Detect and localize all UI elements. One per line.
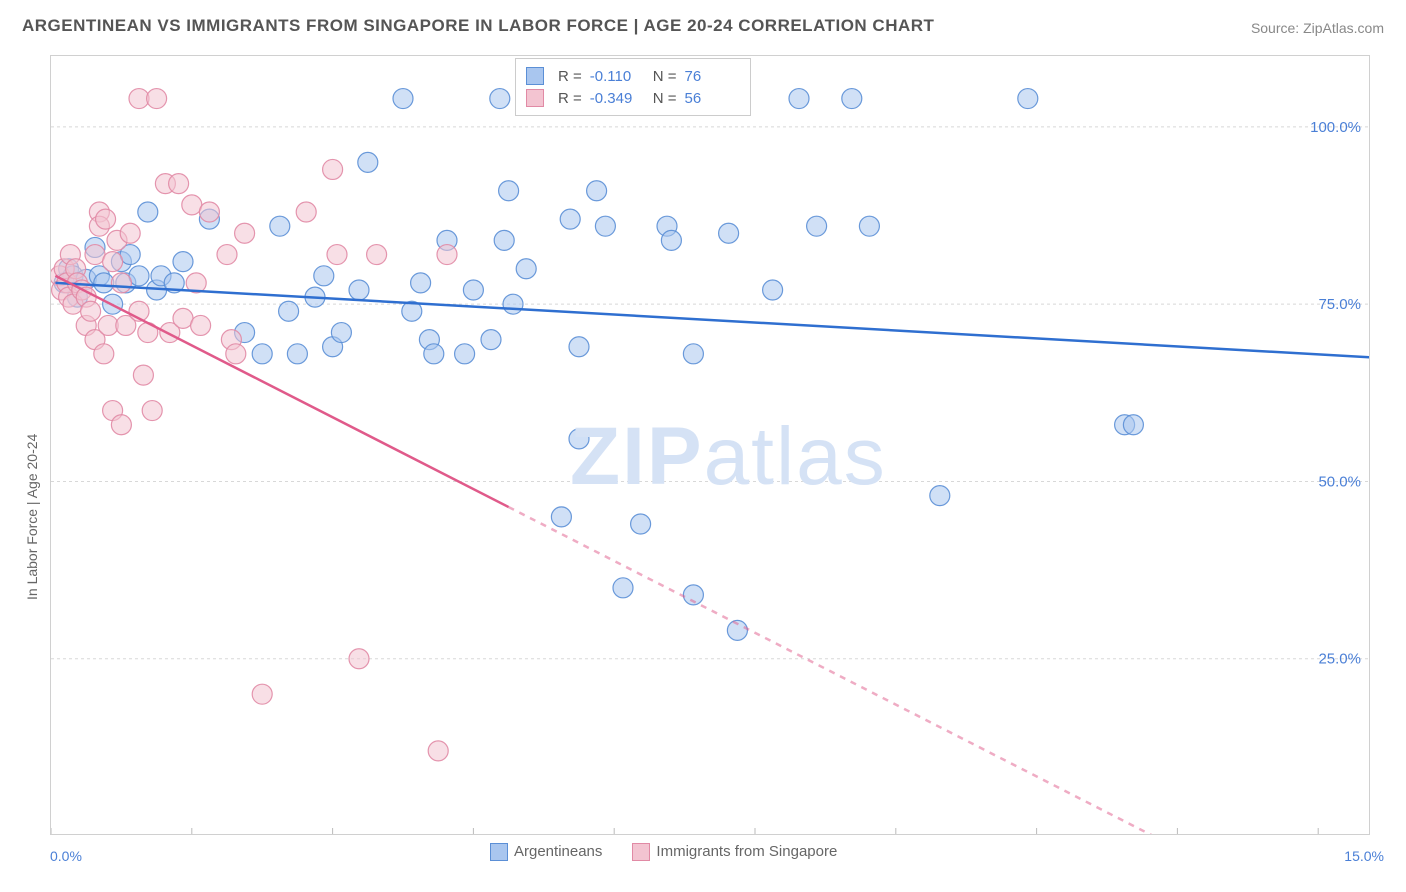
legend-swatch — [632, 843, 650, 861]
r-value: -0.110 — [590, 68, 645, 85]
source-credit: Source: ZipAtlas.com — [1251, 20, 1384, 36]
r-label: R = — [558, 90, 582, 107]
legend-row: R = -0.349 N = 56 — [526, 87, 740, 109]
series-legend: Argentineans Immigrants from Singapore — [490, 843, 837, 861]
source-prefix: Source: — [1251, 20, 1303, 36]
legend-swatch — [526, 67, 544, 85]
svg-text:100.0%: 100.0% — [1310, 119, 1361, 136]
n-value: 76 — [685, 68, 740, 85]
legend-swatch — [490, 843, 508, 861]
series-label: Argentineans — [514, 843, 602, 860]
series-legend-item: Argentineans — [490, 843, 602, 861]
r-label: R = — [558, 68, 582, 85]
legend-row: R = -0.110 N = 76 — [526, 65, 740, 87]
chart-title: ARGENTINEAN VS IMMIGRANTS FROM SINGAPORE… — [22, 16, 934, 36]
source-link[interactable]: ZipAtlas.com — [1303, 20, 1384, 36]
correlation-legend: R = -0.110 N = 76 R = -0.349 N = 56 — [515, 58, 751, 116]
y-axis-label: In Labor Force | Age 20-24 — [24, 434, 40, 600]
series-label: Immigrants from Singapore — [656, 843, 837, 860]
svg-text:50.0%: 50.0% — [1318, 473, 1361, 490]
svg-text:75.0%: 75.0% — [1318, 296, 1361, 313]
n-label: N = — [653, 68, 677, 85]
svg-text:25.0%: 25.0% — [1318, 651, 1361, 668]
legend-swatch — [526, 89, 544, 107]
series-legend-item: Immigrants from Singapore — [632, 843, 837, 861]
n-value: 56 — [685, 90, 740, 107]
r-value: -0.349 — [590, 90, 645, 107]
n-label: N = — [653, 90, 677, 107]
x-end-label: 15.0% — [1344, 848, 1384, 864]
scatter-plot: 25.0% 50.0% 75.0% 100.0% — [50, 55, 1370, 835]
x-origin-label: 0.0% — [50, 848, 82, 864]
